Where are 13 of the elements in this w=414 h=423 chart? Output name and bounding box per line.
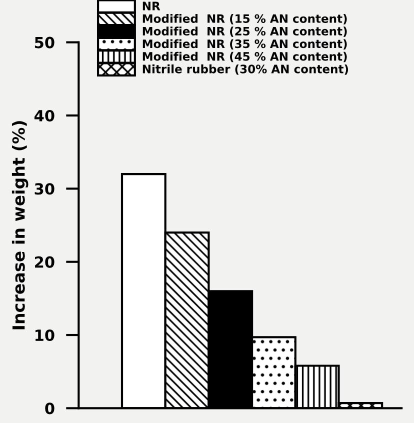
legend-label: NR xyxy=(142,2,160,10)
y-tick-label: 0 xyxy=(45,402,54,414)
y-tick-label: 20 xyxy=(34,256,54,268)
y-tick-label: 40 xyxy=(34,110,54,122)
y-tick-label: 30 xyxy=(34,183,54,195)
legend-label: Nitrile rubber (30% AN content) xyxy=(142,64,348,75)
y-tick-label: 50 xyxy=(34,36,54,48)
y-axis-title: Increase in weight (%) xyxy=(12,121,28,330)
legend-label: Modified NR (35 % AN content) xyxy=(142,39,347,50)
legend-label: Modified NR (25 % AN content) xyxy=(142,26,347,37)
y-tick-label: 10 xyxy=(36,329,54,342)
legend-label: Modified NR (15 % AN content) xyxy=(142,14,347,24)
legend-label: Modified NR (45 % AN content) xyxy=(142,52,347,62)
